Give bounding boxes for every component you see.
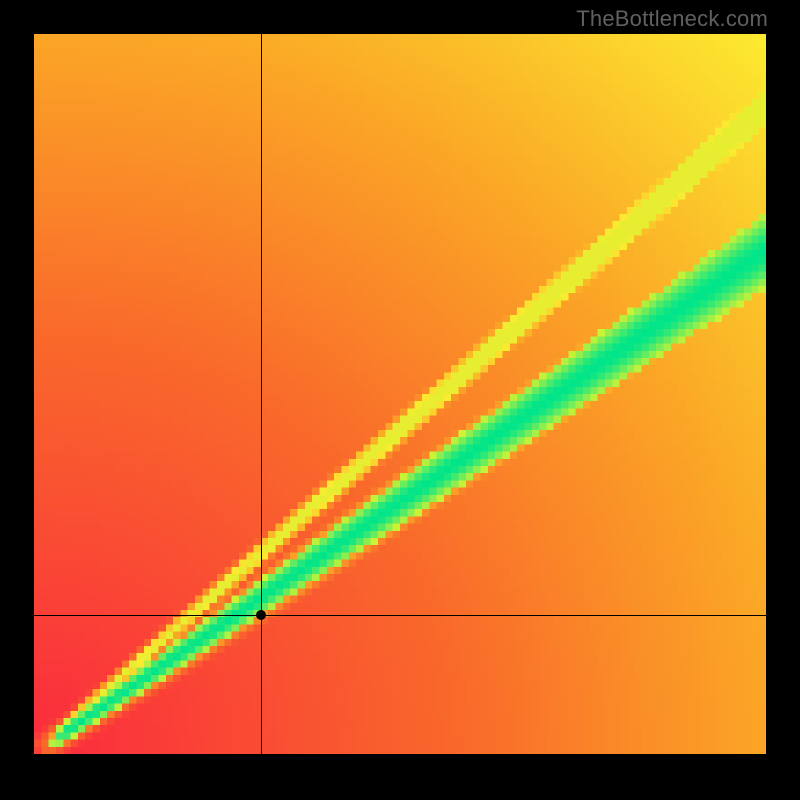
- crosshair-vertical: [261, 34, 262, 754]
- crosshair-point: [256, 610, 266, 620]
- chart-container: TheBottleneck.com: [0, 0, 800, 800]
- heatmap-canvas: [34, 34, 766, 754]
- watermark-text: TheBottleneck.com: [576, 6, 768, 32]
- crosshair-horizontal: [34, 615, 766, 616]
- plot-area: [34, 34, 766, 754]
